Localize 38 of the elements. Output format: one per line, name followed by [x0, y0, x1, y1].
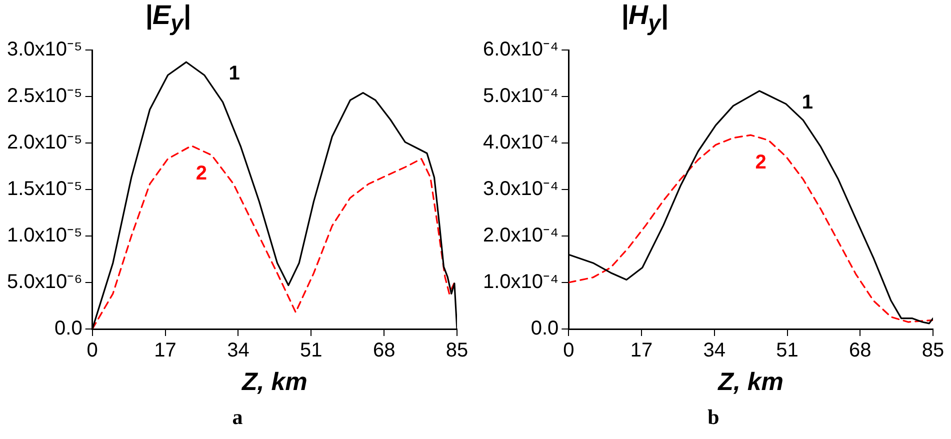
y-tick-label: 5.0x10⁻⁴	[482, 85, 559, 108]
series-label: 1	[228, 62, 240, 85]
y-tick-label: 0.0	[54, 318, 82, 340]
x-tick-label: 0	[86, 340, 98, 362]
y-tick-label: 4.0x10⁻⁴	[482, 132, 559, 154]
x-axis-title: Z, km	[241, 368, 308, 396]
x-tick-label: 0	[563, 340, 574, 362]
x-tick-label: 17	[630, 340, 653, 362]
series-label: 2	[755, 152, 766, 174]
line-series	[568, 134, 933, 323]
x-tick-label: 68	[372, 340, 396, 362]
y-tick-label: 5.0x10⁻⁶	[7, 271, 82, 294]
x-tick-label: 34	[227, 340, 250, 362]
y-tick-label: 1.0x10⁻⁴	[482, 271, 559, 294]
line-series	[92, 144, 455, 329]
y-tick-label: 2.0x10⁻⁴	[482, 224, 559, 247]
y-tick-label: 2.0x10⁻⁵	[6, 132, 82, 154]
x-tick-label: 85	[446, 340, 468, 362]
x-tick-label: 17	[154, 340, 176, 362]
y-tick-label: 6.0x10⁻⁴	[482, 38, 559, 61]
x-axis-title: Z, km	[717, 368, 784, 396]
series-label: 1	[802, 91, 813, 114]
chart-title: |H$_{y}$|	[621, 0, 668, 36]
x-tick-label: 85	[922, 340, 944, 362]
y-tick-label: 1.0x10⁻⁵	[6, 224, 82, 247]
y-tick-label: 3.0x10⁻⁵	[6, 38, 82, 61]
y-tick-label: 1.5x10⁻⁵	[6, 178, 82, 200]
y-tick-label: 3.0x10⁻⁴	[482, 178, 559, 200]
y-tick-label: 2.5x10⁻⁵	[6, 85, 82, 108]
chart-title: |E$_{y}$|	[145, 0, 191, 36]
y-tick-label: 0.0	[530, 318, 559, 340]
x-tick-label: 68	[849, 340, 872, 362]
text: b	[706, 405, 720, 430]
x-tick-label: 34	[703, 340, 726, 362]
x-tick-label: 51	[300, 340, 322, 362]
text: a	[231, 405, 244, 430]
x-tick-label: 51	[776, 340, 798, 362]
series-label: 2	[196, 162, 208, 184]
